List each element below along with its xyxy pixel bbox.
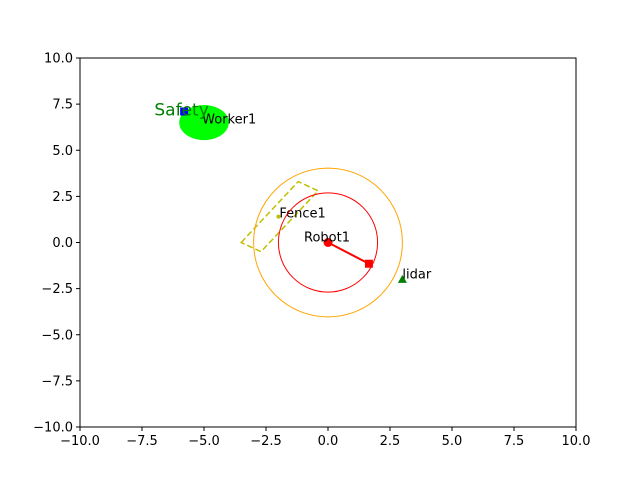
y-tick-label: −7.5 [41, 374, 73, 389]
y-tick-label: −2.5 [41, 282, 73, 297]
y-tick-label: −10.0 [33, 421, 73, 436]
safety-label: Safety [154, 101, 208, 121]
x-tick-label: 5.0 [442, 434, 463, 449]
worker-marker [180, 107, 189, 116]
robot-outer-ring [253, 167, 403, 318]
y-tick-label: −5.0 [41, 328, 73, 343]
x-tick-label: 10.0 [562, 434, 591, 449]
y-tick-label: 10.0 [44, 52, 73, 67]
axes-layer: −10.0 −7.5 −5.0 −2.5 0.0 2.5 5.0 7.5 10.0 −10.0 −7… [33, 52, 590, 450]
lidar-marker [397, 274, 407, 283]
x-tick-label: 0.0 [318, 434, 339, 449]
robot-inner-ring [277, 192, 379, 293]
robot-arm [327, 241, 370, 265]
lidar-label: lidar [402, 267, 431, 282]
x-tick-label: 2.5 [380, 434, 401, 449]
x-tick-label: 7.5 [504, 434, 525, 449]
robot-base [323, 238, 333, 247]
y-tick-label: 2.5 [52, 190, 73, 205]
worker-zone [179, 105, 229, 141]
robot-label: Robot1 [304, 231, 350, 246]
x-tick-label: −7.5 [126, 434, 158, 449]
x-tick-label: −5.0 [188, 434, 220, 449]
y-tick-label: 5.0 [52, 144, 73, 159]
robot-end-effector [364, 259, 373, 268]
x-tick-label: −10.0 [60, 434, 100, 449]
worker-label: Worker1 [202, 113, 256, 128]
x-tick-label: −2.5 [250, 434, 282, 449]
y-tick-label: 7.5 [52, 98, 73, 113]
fence-anchor [276, 214, 281, 219]
y-tick-label: 0.0 [52, 236, 73, 251]
fence-outline [239, 180, 320, 253]
fence-label: Fence1 [279, 207, 325, 222]
